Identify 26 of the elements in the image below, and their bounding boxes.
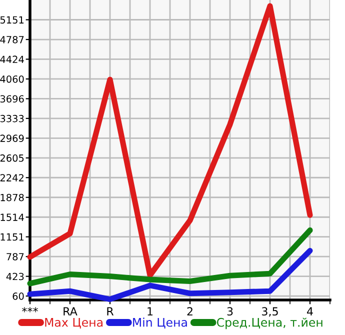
x-tick-label: *** [22,307,38,312]
x-tick-label: 3 [227,307,233,316]
y-tick-label: 3333 [0,114,24,122]
x-tick-label: 2 [187,307,192,316]
x-tick-label: 4 [307,307,313,316]
y-tick-label: 1514 [0,214,24,221]
x-tick-label: R [107,307,114,316]
y-tick-label: 4424 [0,56,24,63]
y-tick-label: 3696 [0,95,24,103]
x-tick-label: 1 [148,307,153,316]
y-tick-label: 4060 [0,75,24,83]
y-tick-label: 2242 [0,174,24,182]
legend-label: Min Цена [133,318,187,328]
y-tick-label: 2605 [0,154,24,162]
y-tick-label: 423 [6,272,24,280]
y-tick-label: 1151 [0,233,24,241]
y-tick-label: 5151 [0,16,24,24]
x-tick-label: 3,5 [262,307,278,317]
legend-label: Max Цена [45,318,102,328]
y-tick-label: 787 [6,253,24,260]
y-tick-label: 1878 [0,194,24,202]
y-tick-label: 2969 [0,134,24,142]
y-tick-label: 60 [12,292,24,300]
legend-label: Сред.Цена, т.йен [216,318,322,330]
y-tick-label: 4787 [0,36,24,44]
x-tick-label: RA [64,307,78,316]
